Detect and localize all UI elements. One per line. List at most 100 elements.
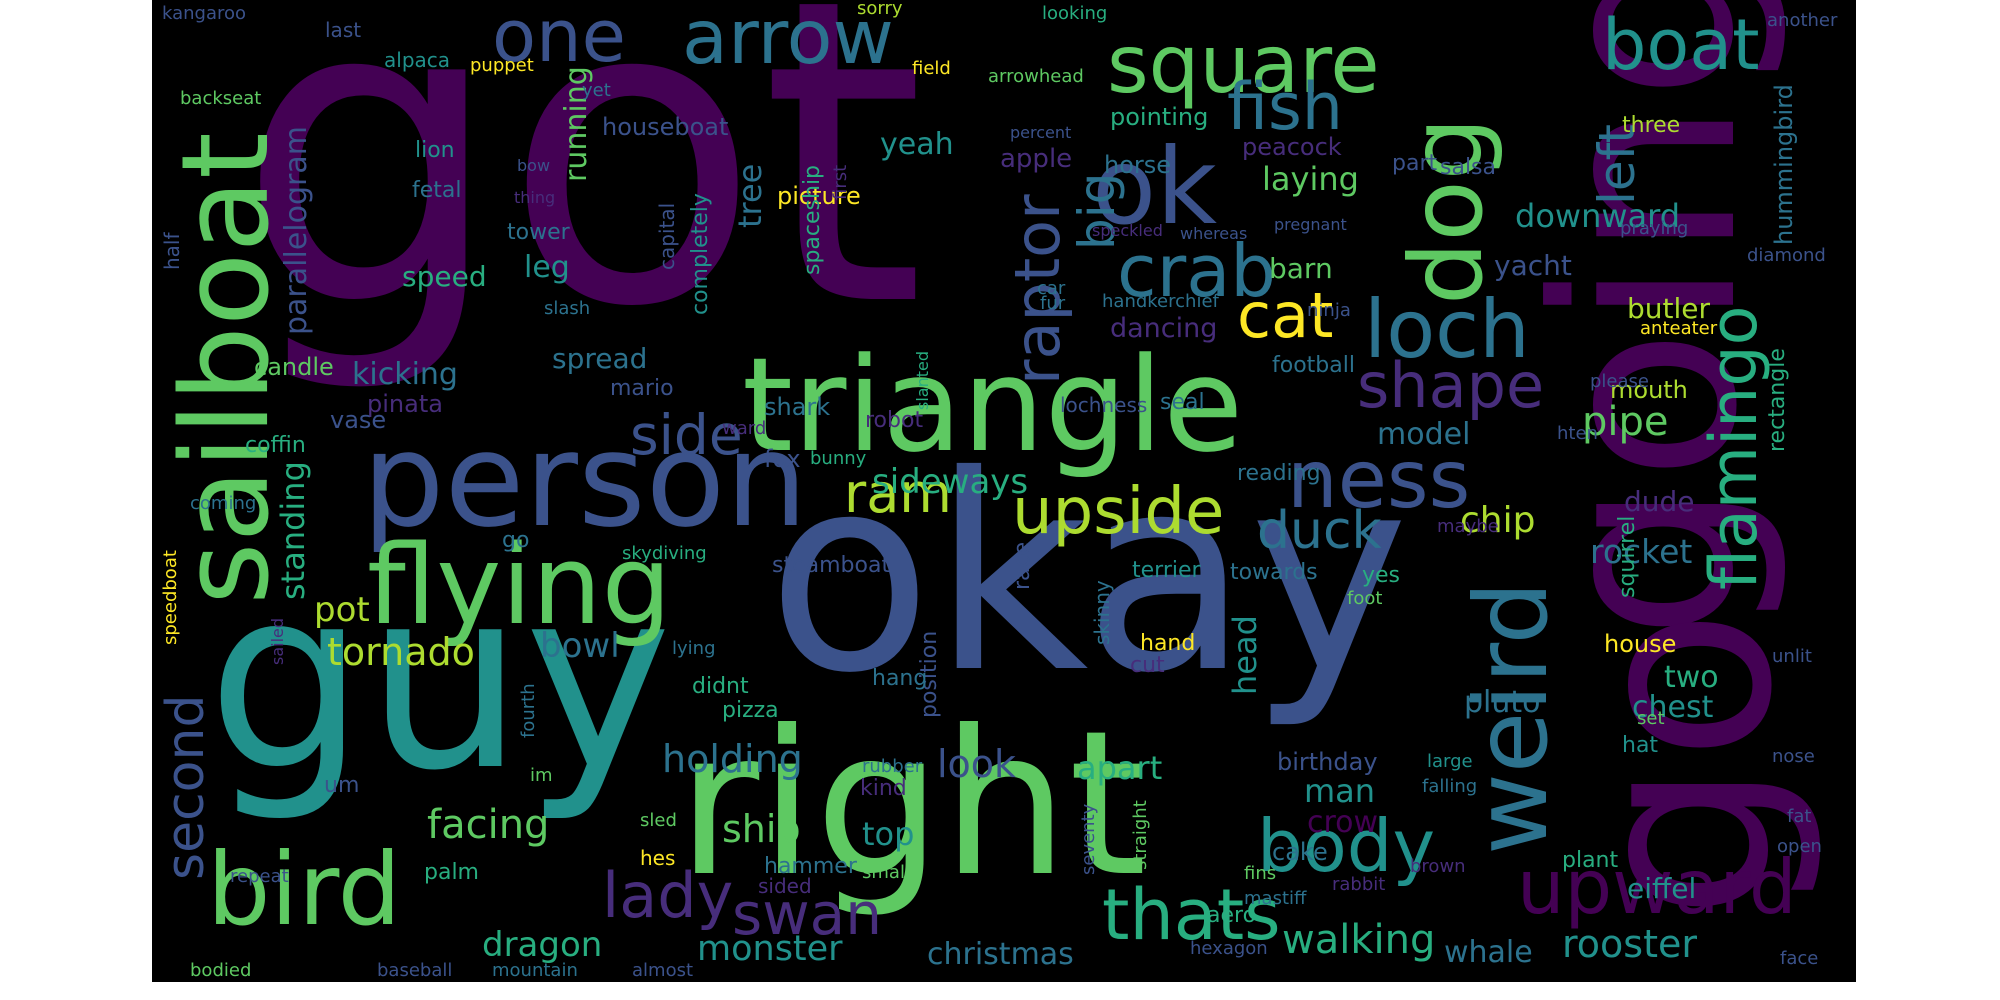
word-cake: cake [1272, 838, 1328, 866]
word-rubber: rubber [862, 756, 923, 777]
word-pinata: pinata [367, 390, 443, 418]
word-fox: fox [764, 445, 801, 473]
word-guy: guy [207, 534, 673, 825]
word-arrow: arrow [682, 0, 894, 81]
word-kind: kind [860, 776, 907, 801]
word-yes: yes [1362, 563, 1401, 588]
word-looking: looking [1042, 3, 1108, 24]
word-field: field [912, 58, 951, 79]
word-laying: laying [1262, 160, 1359, 198]
word-reading: reading [1237, 461, 1321, 486]
word-cut: cut [1130, 653, 1165, 678]
word-completely: completely [688, 193, 713, 315]
word-holding: holding [662, 737, 803, 781]
word-christmas: christmas [927, 937, 1074, 972]
word-pregnant: pregnant [1274, 215, 1347, 234]
word-upward: upward [1517, 843, 1797, 931]
word-praying: praying [1620, 218, 1689, 239]
word-house: house [1604, 630, 1677, 658]
word-apple: apple [1000, 144, 1073, 174]
word-football: football [1272, 353, 1355, 378]
word-hexagon: hexagon [1190, 938, 1268, 959]
word-person: person [362, 404, 808, 556]
word-pizza: pizza [722, 698, 779, 723]
word-sorry: sorry [857, 0, 903, 19]
word-falling: falling [1422, 776, 1478, 797]
word-steamboat: steamboat [772, 553, 891, 578]
word-sailed: sailed [268, 617, 287, 665]
word-squirrel: squirrel [1615, 515, 1640, 598]
word-rabbit: rabbit [1332, 874, 1386, 895]
word-speedboat: speedboat [160, 550, 181, 645]
word-sided: sided [758, 874, 812, 898]
word-shape: shape [1357, 349, 1545, 422]
word-cat: cat [1237, 279, 1334, 352]
word-thats: thats [1102, 874, 1281, 956]
word-plant: plant [1562, 848, 1619, 873]
word-horse: horse [1104, 151, 1172, 179]
word-lochness: lochness [1060, 393, 1148, 417]
word-vase: vase [330, 406, 387, 434]
word-go: go [502, 528, 530, 553]
word-swan: swan [732, 880, 882, 948]
word-top: top [862, 815, 915, 853]
word-anteater: anteater [1640, 318, 1718, 339]
word-spaceship: spaceship [800, 164, 825, 275]
word-hummingbird: hummingbird [1770, 84, 1798, 245]
word-alpaca: alpaca [384, 48, 451, 72]
word-thing: thing [514, 188, 556, 207]
word-seal: seal [1160, 390, 1205, 415]
word-percent: percent [1010, 123, 1072, 142]
word-head: head [1226, 615, 1264, 695]
word-speed: speed [402, 260, 487, 293]
word-towards: towards [1230, 560, 1318, 585]
word-arrowhead: arrowhead [988, 66, 1084, 87]
word-yacht: yacht [1494, 249, 1572, 282]
word-last: last [325, 18, 362, 42]
word-half: half [160, 232, 184, 270]
word-fins: fins [1244, 863, 1277, 884]
word-speckled: speckled [1092, 221, 1163, 240]
word-robot: robot [865, 408, 924, 433]
word-second: second [156, 694, 216, 880]
word-peacock: peacock [1242, 133, 1342, 161]
word-man: man [1304, 772, 1376, 810]
word-mario: mario [610, 376, 674, 401]
word-brown: brown [1410, 856, 1466, 877]
word-shark: shark [764, 393, 831, 421]
word-chip: chip [1460, 500, 1536, 541]
word-downward: downward [1515, 197, 1681, 235]
word-two: two [1664, 660, 1719, 695]
word-bird: bird [207, 831, 402, 948]
word-im: im [530, 765, 553, 786]
word-apart: apart [1077, 749, 1163, 787]
word-ninja: ninja [1307, 300, 1351, 321]
word-didnt: didnt [692, 674, 749, 699]
word-puppet: puppet [470, 55, 534, 76]
word-body: body [1257, 804, 1436, 888]
word-skydiving: skydiving [622, 543, 707, 564]
word-dude: dude [1624, 485, 1695, 518]
word-capital: capital [655, 202, 679, 270]
word-rooster: rooster [1562, 922, 1697, 966]
word-lion: lion [415, 138, 455, 163]
word-ward: ward [722, 418, 767, 439]
word-sideways: sideways [872, 462, 1029, 502]
word-face: face [1780, 948, 1819, 969]
word-mountain: mountain [492, 960, 578, 981]
word-side: side [630, 403, 743, 467]
word-please: please [1590, 371, 1649, 392]
word-hammer: hammer [764, 854, 857, 879]
word-handkerchief: handkerchief [1102, 291, 1219, 312]
word-flying: flying [367, 521, 672, 649]
word-open: open [1777, 836, 1822, 857]
word-backseat: backseat [180, 88, 262, 109]
word-um: um [324, 773, 360, 798]
word-right: right [677, 688, 1147, 921]
word-ship: ship [722, 807, 801, 851]
word-whale: whale [1444, 935, 1533, 970]
word-ram: ram [844, 462, 952, 525]
word-repeat: repeat [230, 866, 289, 887]
word-parallelogram: parallelogram [279, 126, 314, 335]
word-hten: hten [1557, 423, 1598, 444]
